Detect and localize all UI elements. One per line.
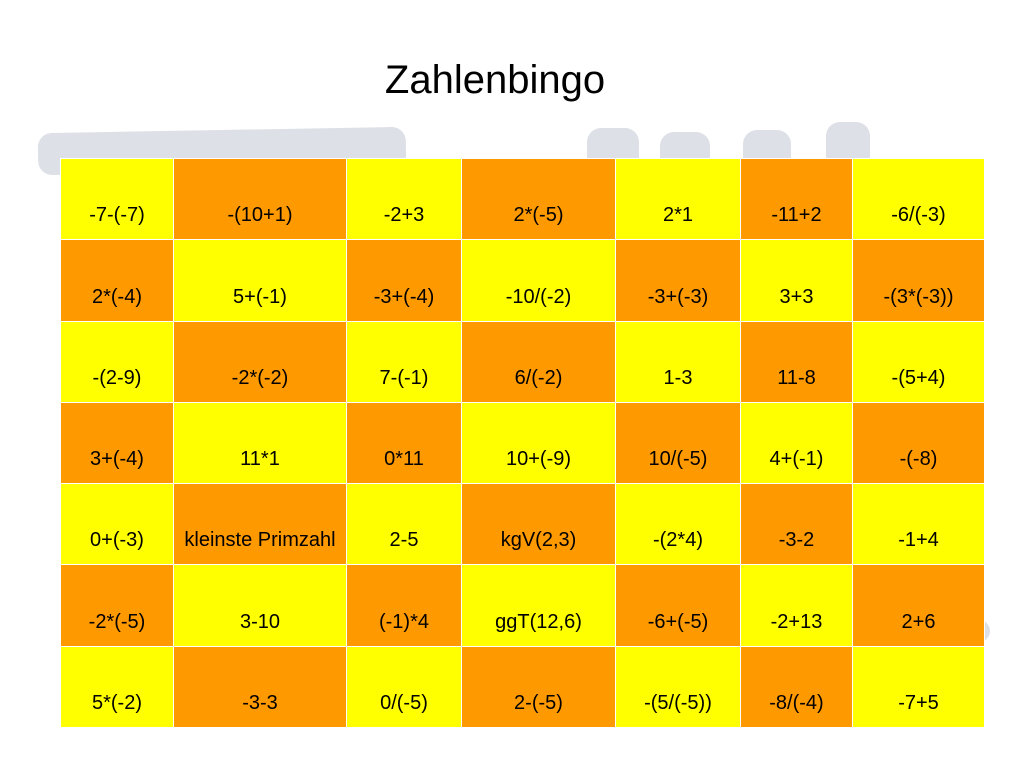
bingo-cell: -3+(-4) (346, 239, 462, 322)
bingo-cell: 3+(-4) (60, 401, 174, 485)
bingo-cell: -(2*4) (615, 483, 741, 566)
bingo-cell: -(5+4) (852, 320, 985, 403)
bingo-cell: 7-(-1) (346, 320, 462, 403)
bingo-cell: 2+6 (852, 564, 985, 647)
bingo-cell: 6/(-2) (461, 320, 616, 403)
bingo-row: 5*(-2) -3-3 0/(-5) 2-(-5) -(5/(-5)) -8/(-4) -7… (60, 645, 985, 729)
bingo-row: -(2-9) -2*(-2) 7-(-1) 6/(-2) 1-3 11-8 -(5+4) (60, 320, 985, 403)
bingo-cell: 3-10 (173, 564, 347, 647)
bingo-cell: ggT(12,6) (461, 564, 616, 647)
bingo-cell: -2+13 (740, 564, 853, 647)
bingo-cell: 10/(-5) (615, 401, 741, 485)
bingo-row: -7-(-7) -(10+1) -2+3 2*(-5) 2*1 -11+2 -6/(-3) (60, 157, 985, 241)
bingo-cell: 2-5 (346, 483, 462, 566)
bingo-cell: 5*(-2) (60, 645, 174, 729)
bingo-row: -2*(-5) 3-10 (-1)*4 ggT(12,6) -6+(-5) -2+13 2+… (60, 564, 985, 647)
bingo-cell: kgV(2,3) (461, 483, 616, 566)
page-title: Zahlenbingo (384, 58, 606, 102)
bingo-cell: 11*1 (173, 401, 347, 485)
bingo-cell: 2*1 (615, 157, 741, 241)
bingo-cell: -2*(-2) (173, 320, 347, 403)
bingo-cell: 2-(-5) (461, 645, 616, 729)
bingo-grid-body: -7-(-7) -(10+1) -2+3 2*(-5) 2*1 -11+2 -6/(-3) 2… (60, 157, 985, 729)
bingo-cell: 10+(-9) (461, 401, 616, 485)
bingo-cell: -1+4 (852, 483, 985, 566)
bingo-cell: -(3*(-3)) (852, 239, 985, 322)
bingo-cell: 11-8 (740, 320, 853, 403)
bingo-cell: 2*(-4) (60, 239, 174, 322)
bingo-cell: -8/(-4) (740, 645, 853, 729)
bingo-cell: 0*11 (346, 401, 462, 485)
bingo-cell: kleinste Primzahl (173, 483, 347, 566)
bingo-row: 3+(-4) 11*1 0*11 10+(-9) 10/(-5) 4+(-1) -(-8) (60, 401, 985, 485)
bingo-cell: -3-3 (173, 645, 347, 729)
bingo-cell: (-1)*4 (346, 564, 462, 647)
bingo-cell: 0+(-3) (60, 483, 174, 566)
bingo-cell: -3-2 (740, 483, 853, 566)
bingo-cell: -11+2 (740, 157, 853, 241)
bingo-cell: 2*(-5) (461, 157, 616, 241)
bingo-cell: -(10+1) (173, 157, 347, 241)
bingo-cell: -(5/(-5)) (615, 645, 741, 729)
bingo-cell: -2+3 (346, 157, 462, 241)
bingo-cell: -10/(-2) (461, 239, 616, 322)
bingo-cell: -(-8) (852, 401, 985, 485)
bingo-cell: -7+5 (852, 645, 985, 729)
bingo-cell: 3+3 (740, 239, 853, 322)
bingo-cell: -3+(-3) (615, 239, 741, 322)
bingo-cell: 0/(-5) (346, 645, 462, 729)
bingo-row: 2*(-4) 5+(-1) -3+(-4) -10/(-2) -3+(-3) 3+3 -(3… (60, 239, 985, 322)
bingo-cell: -2*(-5) (60, 564, 174, 647)
bingo-cell: -6/(-3) (852, 157, 985, 241)
bingo-cell: -(2-9) (60, 320, 174, 403)
bingo-cell: 5+(-1) (173, 239, 347, 322)
bingo-cell: -6+(-5) (615, 564, 741, 647)
bingo-row: 0+(-3) kleinste Primzahl 2-5 kgV(2,3) -(2*4)… (60, 483, 985, 566)
bingo-cell: 1-3 (615, 320, 741, 403)
bingo-cell: 4+(-1) (740, 401, 853, 485)
bingo-cell: -7-(-7) (60, 157, 174, 241)
bingo-grid: -7-(-7) -(10+1) -2+3 2*(-5) 2*1 -11+2 -6/(-3) 2… (60, 157, 985, 729)
